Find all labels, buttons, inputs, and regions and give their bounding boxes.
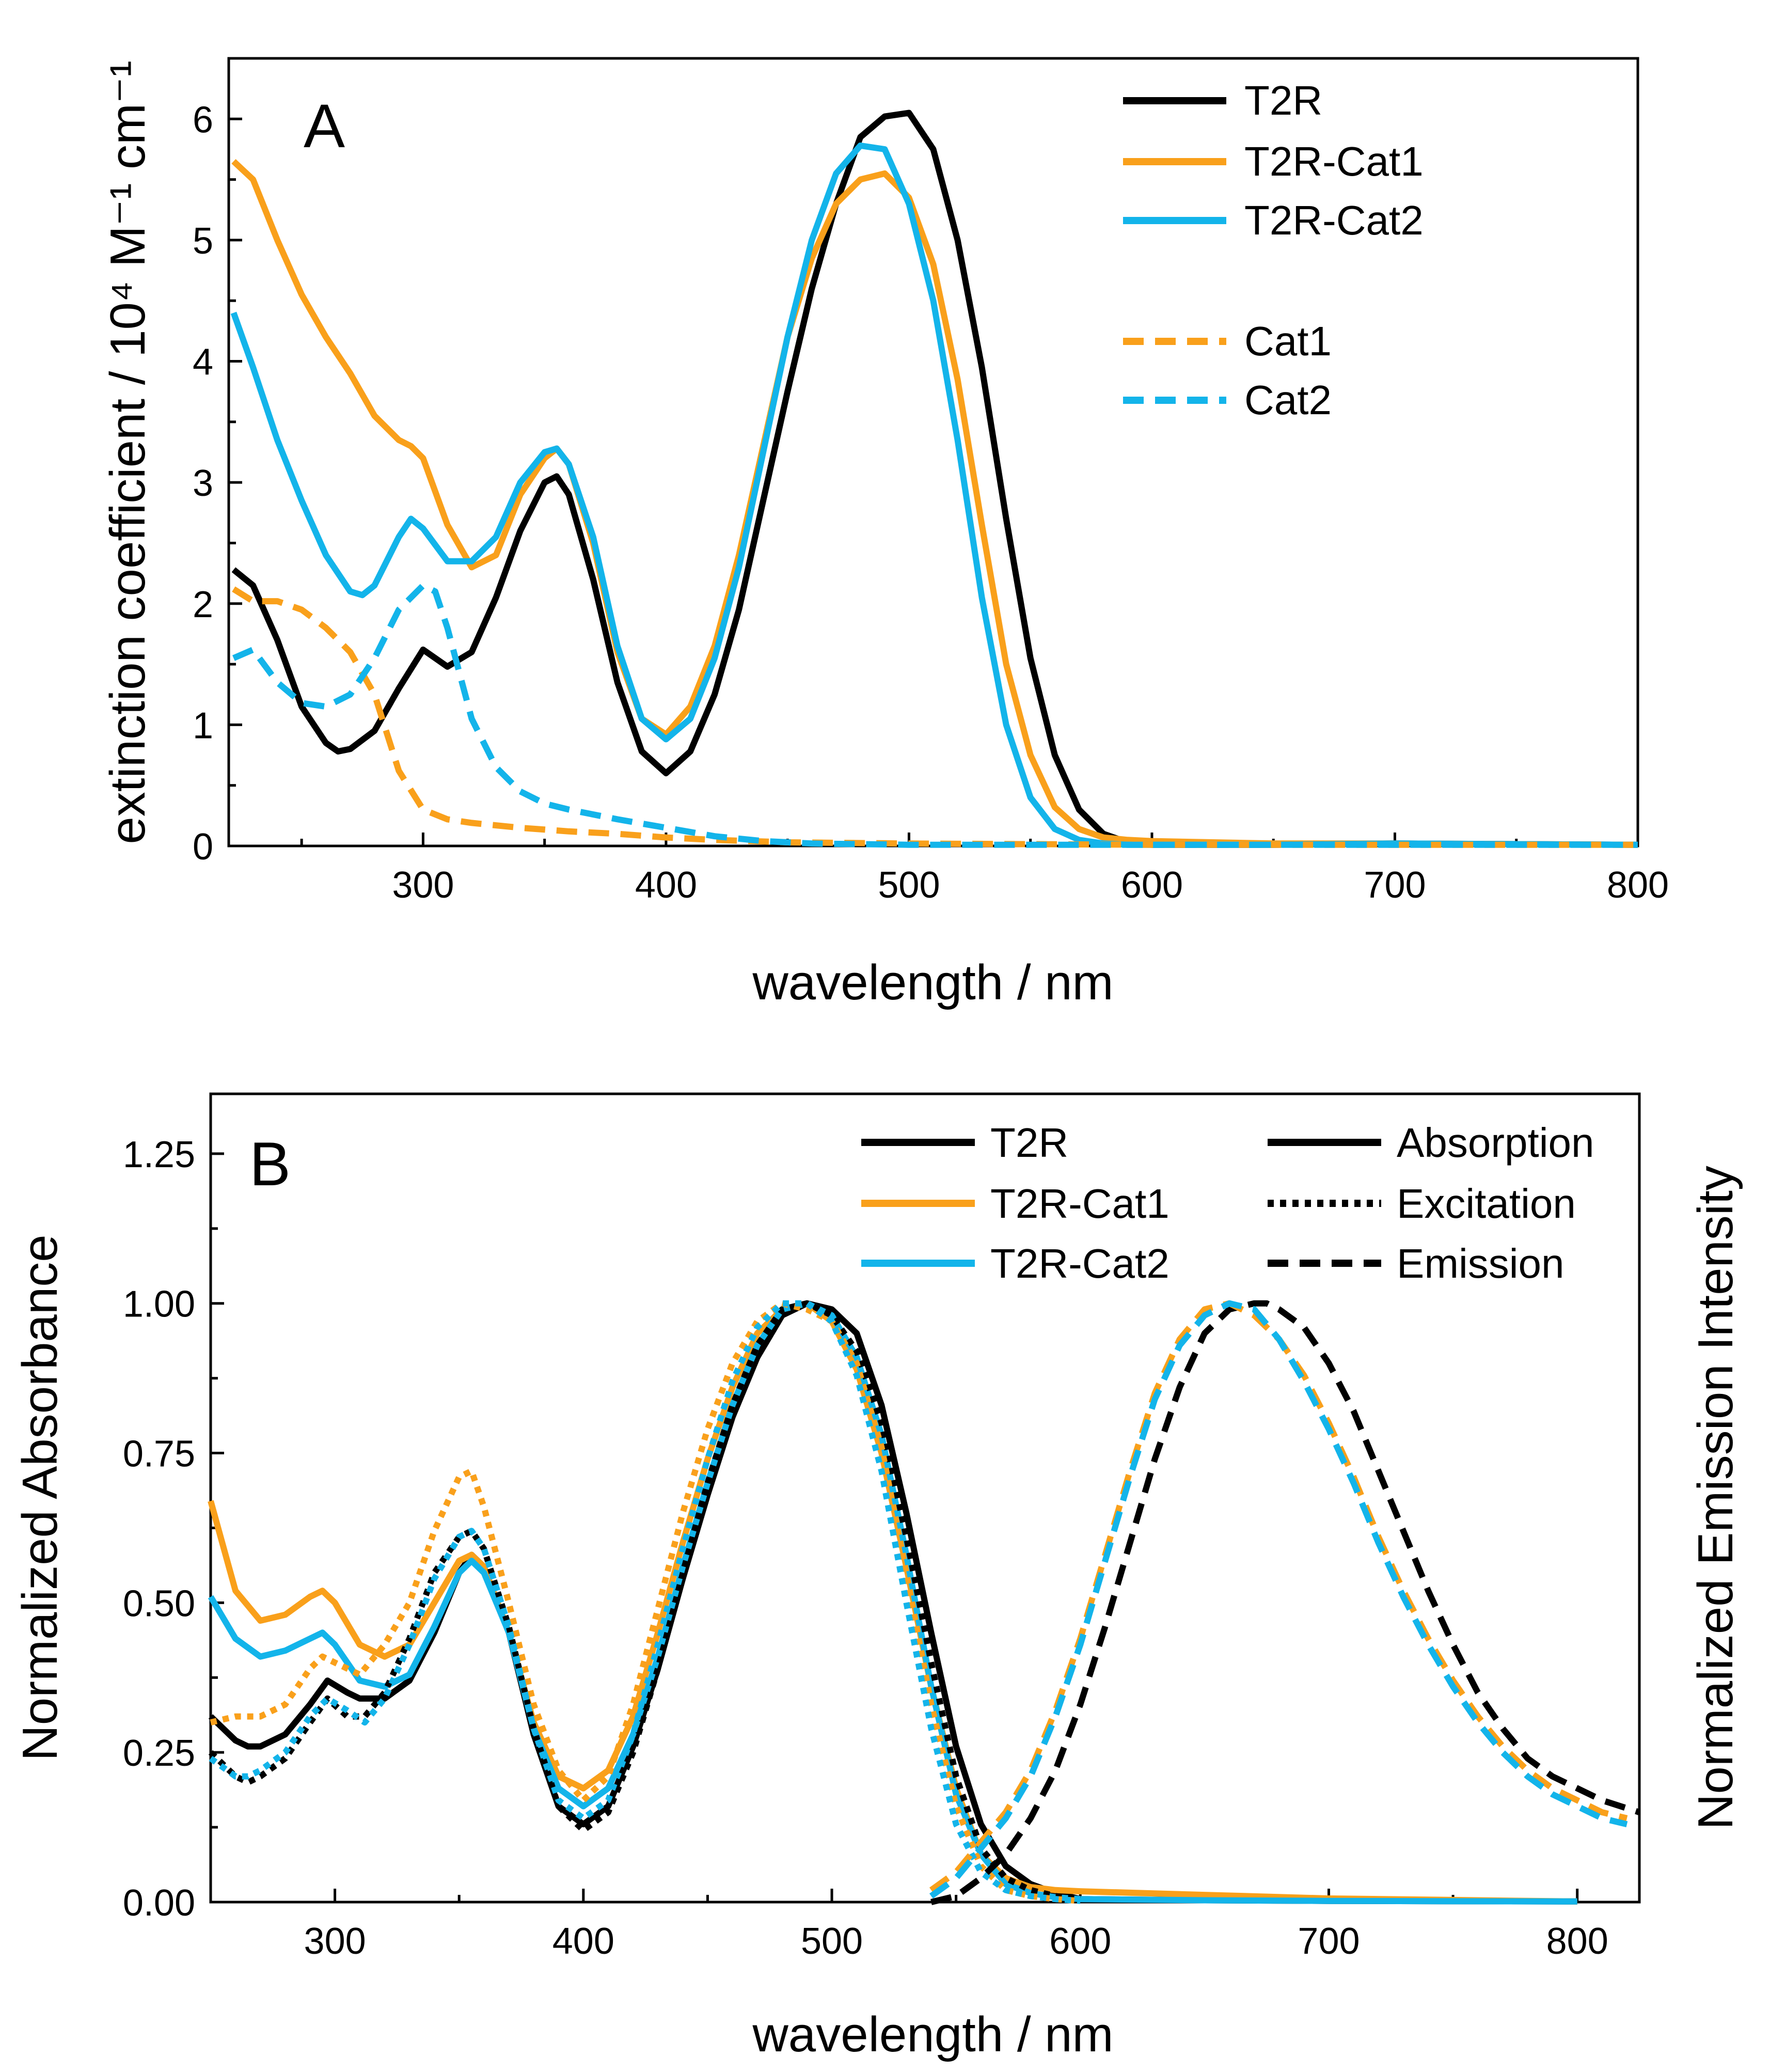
series-line-t2r-emission-b bbox=[930, 1300, 1640, 1905]
series-line-cat2-a bbox=[232, 582, 1638, 848]
y-tick-label-a: 1 bbox=[193, 705, 213, 746]
y-tick-label-b: 1.25 bbox=[123, 1134, 195, 1175]
legend-label-b-t2r-cat2: T2R-Cat2 bbox=[990, 1241, 1170, 1286]
y-tick-label-b: 1.00 bbox=[123, 1284, 195, 1325]
legend-label-t2r-cat2: T2R-Cat2 bbox=[1244, 197, 1424, 243]
legend-b: T2R T2R-Cat1 T2R-Cat2 Absorption Excitat… bbox=[861, 1120, 1594, 1286]
legend-label-excitation: Excitation bbox=[1397, 1181, 1576, 1227]
legend-label-absorption: Absorption bbox=[1397, 1120, 1594, 1166]
axis-ticks-a: 300 400 500 600 700 800 0 1 2 3 4 5 6 bbox=[193, 57, 1669, 906]
y-axis-title-b: Normalized Absorbance bbox=[12, 1234, 68, 1761]
x-tick-label-a: 400 bbox=[635, 865, 697, 906]
plot-frame-b bbox=[209, 1092, 1641, 1904]
y-tick-label-a: 6 bbox=[193, 99, 213, 140]
x-tick-label-b: 800 bbox=[1546, 1921, 1608, 1962]
x-tick-label-b: 300 bbox=[304, 1921, 366, 1962]
x-tick-label-a: 700 bbox=[1364, 865, 1426, 906]
curves-b bbox=[208, 1300, 1640, 1905]
series-line-t2r-cat1-a bbox=[231, 159, 1638, 848]
panel-b: 300 400 500 600 700 800 0.00 0.25 0.50 0.75 1.00 1.… bbox=[12, 1092, 1743, 2062]
y-tick-label-a: 0 bbox=[193, 826, 213, 868]
legend-label-cat2: Cat2 bbox=[1244, 377, 1332, 423]
x-axis-title-b: wavelength / nm bbox=[752, 2007, 1113, 2062]
axis-ticks-b: 300 400 500 600 700 800 0.00 0.25 0.50 0.75 1.00 1.… bbox=[123, 1134, 1608, 1962]
y-tick-label-a: 4 bbox=[193, 342, 213, 383]
legend-label-emission: Emission bbox=[1397, 1241, 1564, 1286]
y-tick-label-a: 5 bbox=[193, 221, 213, 262]
series-line-t2r-cat2-emission-b bbox=[929, 1300, 1628, 1899]
x-axis-title-a: wavelength / nm bbox=[752, 955, 1113, 1010]
x-tick-label-b: 700 bbox=[1298, 1921, 1360, 1962]
legend-label-b-t2r: T2R bbox=[990, 1120, 1068, 1166]
legend-label-b-t2r-cat1: T2R-Cat1 bbox=[990, 1181, 1170, 1227]
y-tick-label-b: 0.50 bbox=[123, 1583, 195, 1624]
y2-axis-title-b: Normalized Emission Intensity bbox=[1688, 1166, 1743, 1830]
panel-letter-b: B bbox=[249, 1129, 291, 1199]
legend-label-t2r-cat1: T2R-Cat1 bbox=[1244, 138, 1424, 184]
x-tick-label-b: 600 bbox=[1049, 1921, 1111, 1962]
x-tick-label-a: 800 bbox=[1607, 865, 1669, 906]
x-tick-label-a: 600 bbox=[1121, 865, 1183, 906]
legend-label-cat1: Cat1 bbox=[1244, 318, 1332, 364]
series-line-t2r-cat2-excitation-b bbox=[209, 1300, 1081, 1904]
y-tick-label-b: 0.25 bbox=[123, 1733, 195, 1774]
series-line-t2r-cat2-a bbox=[230, 142, 1638, 848]
legend-label-t2r: T2R bbox=[1244, 77, 1322, 123]
series-line-t2r-a bbox=[231, 109, 1638, 848]
y-tick-label-b: 0.75 bbox=[123, 1434, 195, 1475]
legend-a: T2R T2R-Cat1 T2R-Cat2 Cat1 Cat2 bbox=[1123, 77, 1424, 423]
panel-a: 300 400 500 600 700 800 0 1 2 3 4 5 6 A wavelength /… bbox=[100, 57, 1669, 1010]
y-tick-label-a: 3 bbox=[193, 463, 213, 504]
y-tick-label-b: 0.00 bbox=[123, 1882, 195, 1924]
x-tick-label-b: 400 bbox=[552, 1921, 614, 1962]
y-tick-label-a: 2 bbox=[193, 584, 213, 625]
panel-letter-a: A bbox=[304, 91, 345, 161]
curves-a bbox=[230, 109, 1638, 848]
series-line-t2r-absorption-b bbox=[208, 1300, 1577, 1905]
x-tick-label-a: 500 bbox=[878, 865, 940, 906]
x-tick-label-a: 300 bbox=[392, 865, 454, 906]
y-axis-title-a: extinction coefficient / 10⁴ M⁻¹ cm⁻¹ bbox=[100, 60, 155, 844]
x-tick-label-b: 500 bbox=[801, 1921, 863, 1962]
